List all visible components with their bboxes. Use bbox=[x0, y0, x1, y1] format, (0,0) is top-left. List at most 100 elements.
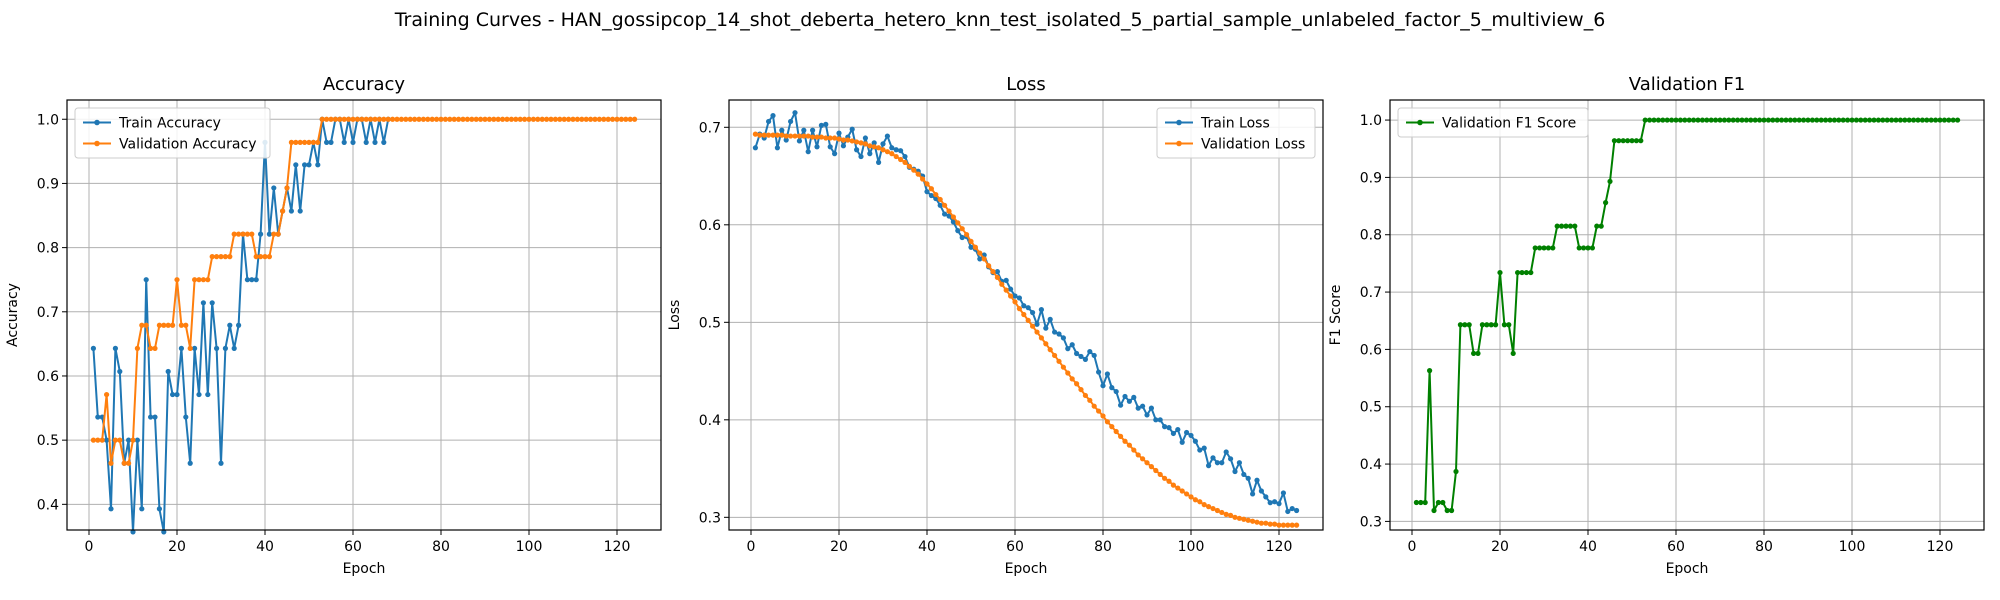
data-point bbox=[566, 116, 572, 122]
data-point bbox=[143, 322, 149, 328]
data-point bbox=[381, 116, 387, 122]
data-point bbox=[1735, 117, 1741, 123]
data-point bbox=[1449, 507, 1455, 514]
data-point bbox=[1479, 322, 1485, 328]
data-point bbox=[915, 171, 921, 177]
data-point bbox=[156, 322, 162, 328]
data-point bbox=[893, 153, 899, 160]
data-point bbox=[889, 145, 895, 151]
data-point bbox=[196, 277, 202, 283]
loss-series-1 bbox=[752, 110, 1300, 515]
legend-box bbox=[1156, 107, 1316, 159]
data-point bbox=[632, 116, 638, 122]
x-tick-label: 20 bbox=[168, 539, 186, 555]
y-tick-label: 0.7 bbox=[699, 120, 721, 136]
f1-axes-frame bbox=[1389, 99, 1985, 531]
data-point bbox=[955, 228, 961, 234]
data-point bbox=[757, 132, 763, 138]
x-tick-label: 120 bbox=[1927, 539, 1954, 555]
data-point bbox=[328, 116, 334, 122]
data-point bbox=[1184, 491, 1190, 497]
data-point bbox=[1043, 341, 1049, 347]
data-point bbox=[1704, 117, 1710, 123]
data-point bbox=[1162, 424, 1168, 430]
data-point bbox=[1915, 117, 1921, 123]
data-point bbox=[893, 147, 899, 153]
data-point bbox=[1717, 117, 1723, 123]
data-point bbox=[1770, 117, 1776, 123]
y-tick-label: 0.5 bbox=[37, 433, 59, 449]
data-point bbox=[1228, 456, 1234, 462]
data-point bbox=[779, 132, 785, 138]
data-point bbox=[253, 277, 259, 283]
y-tick-label: 0.9 bbox=[1360, 170, 1382, 186]
data-point bbox=[596, 116, 603, 122]
y-tick-label: 0.3 bbox=[1360, 514, 1382, 530]
data-point bbox=[236, 322, 242, 328]
data-point bbox=[1655, 117, 1661, 123]
data-point bbox=[1008, 286, 1014, 292]
y-tick-label: 0.7 bbox=[1360, 285, 1382, 301]
data-point bbox=[170, 322, 176, 328]
data-point bbox=[293, 162, 299, 168]
data-point bbox=[231, 231, 237, 237]
data-point bbox=[539, 116, 545, 122]
data-point bbox=[451, 116, 457, 122]
data-point bbox=[1263, 520, 1269, 526]
y-tick-label: 0.3 bbox=[699, 510, 721, 526]
data-point bbox=[968, 238, 974, 244]
data-point bbox=[1245, 475, 1251, 481]
data-point bbox=[1140, 403, 1146, 409]
data-point bbox=[1280, 490, 1286, 496]
data-point bbox=[385, 116, 391, 122]
data-point bbox=[1192, 438, 1198, 444]
f1-chart: 0 20 40 60 80 100 120 0.3 0.4 0.5 0.6 0.7 0.8 0.9 1.0 V… bbox=[1328, 74, 1985, 577]
data-point bbox=[319, 116, 325, 122]
data-point bbox=[1122, 438, 1128, 444]
data-point bbox=[359, 116, 365, 122]
data-point bbox=[1669, 117, 1675, 123]
data-point bbox=[862, 141, 869, 147]
data-point bbox=[1427, 368, 1433, 374]
legend-swatch-marker bbox=[94, 140, 100, 147]
data-point bbox=[376, 116, 382, 122]
data-point bbox=[1708, 117, 1714, 123]
loss-chart: 0 20 40 60 80 100 120 0.3 0.4 0.5 0.6 0.7 Loss Epoch L… bbox=[667, 74, 1324, 577]
x-tick-label: 60 bbox=[1006, 539, 1024, 555]
data-point bbox=[805, 149, 811, 155]
data-point bbox=[1157, 417, 1163, 423]
y-tick-label: 0.8 bbox=[37, 241, 59, 257]
data-point bbox=[332, 116, 338, 122]
data-point bbox=[840, 143, 847, 149]
data-point bbox=[1510, 350, 1516, 357]
data-point bbox=[535, 116, 541, 122]
data-point bbox=[1131, 394, 1137, 400]
data-point bbox=[121, 460, 127, 466]
data-point bbox=[1691, 117, 1697, 123]
data-point bbox=[1016, 295, 1023, 301]
data-point bbox=[1030, 323, 1036, 329]
x-tick-label: 40 bbox=[1579, 539, 1597, 555]
data-point bbox=[1184, 429, 1190, 436]
data-point bbox=[1955, 117, 1961, 123]
data-point bbox=[902, 153, 908, 160]
data-point bbox=[937, 196, 943, 203]
data-point bbox=[1721, 117, 1727, 123]
data-point bbox=[434, 116, 440, 122]
data-point bbox=[1493, 322, 1499, 328]
data-point bbox=[1245, 517, 1251, 523]
data-point bbox=[1056, 331, 1062, 337]
data-point bbox=[1752, 117, 1758, 123]
data-point bbox=[253, 254, 259, 260]
data-point bbox=[262, 254, 268, 260]
data-point bbox=[1096, 369, 1102, 375]
data-point bbox=[500, 116, 506, 122]
data-point bbox=[761, 132, 767, 138]
data-point bbox=[1166, 478, 1172, 484]
data-point bbox=[1607, 178, 1613, 185]
y-tick-label: 0.8 bbox=[1360, 228, 1382, 244]
data-point bbox=[924, 181, 930, 187]
data-point bbox=[1567, 223, 1573, 229]
data-point bbox=[1060, 364, 1066, 370]
data-point bbox=[1862, 117, 1868, 123]
